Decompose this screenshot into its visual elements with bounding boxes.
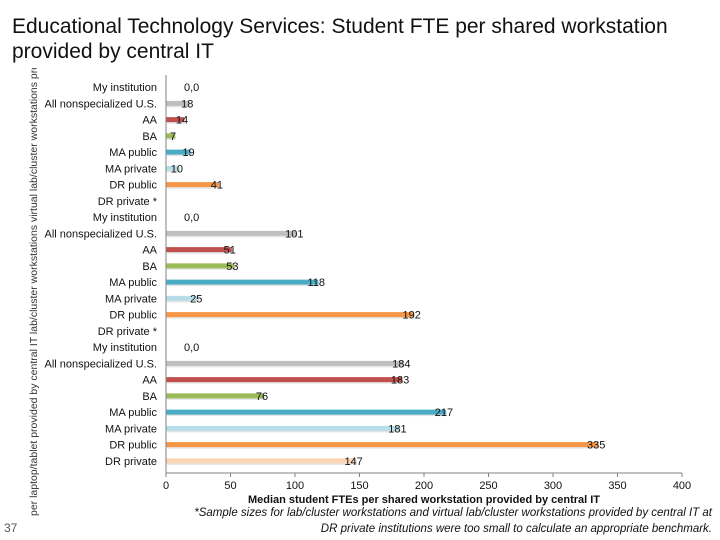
category-label: AA: [142, 375, 157, 387]
x-tick-label: 400: [673, 480, 691, 492]
data-label: 7: [170, 131, 176, 143]
data-label: 183: [391, 375, 409, 387]
bar-3-2: [166, 360, 404, 366]
bar-3-3: [166, 377, 403, 383]
bar-1-6: [166, 165, 179, 171]
bar-3-8: [166, 458, 356, 464]
data-label: 0,0: [184, 82, 199, 94]
data-label: 76: [256, 391, 268, 403]
category-label: DR private *: [98, 196, 158, 208]
bar-2-6: [166, 295, 199, 301]
data-label: 181: [388, 423, 406, 435]
x-tick-label: 50: [224, 480, 236, 492]
data-label: 19: [182, 147, 194, 159]
data-label: 10: [171, 163, 183, 175]
category-label: BA: [142, 131, 157, 143]
data-label: 184: [392, 358, 410, 370]
bar-3-7: [166, 442, 599, 448]
data-label: 147: [344, 456, 362, 468]
data-label: 51: [224, 245, 236, 257]
data-label: 25: [190, 293, 202, 305]
bar-1-4: [166, 133, 176, 139]
data-label: 0,0: [184, 212, 199, 224]
bar-2-4: [166, 263, 235, 269]
x-axis-title: Median student FTEs per shared workstati…: [248, 494, 600, 506]
x-tick-label: 100: [286, 480, 304, 492]
bar-2-7: [166, 312, 414, 318]
category-label: AA: [142, 115, 157, 127]
data-label: 192: [403, 310, 421, 322]
x-tick-label: 300: [544, 480, 562, 492]
footnote: *Sample sizes for lab/cluster workstatio…: [186, 505, 712, 537]
slide-number: 37: [4, 521, 18, 535]
category-label: All nonspecialized U.S.: [44, 358, 157, 370]
category-label: DR public: [109, 440, 157, 452]
category-label: MA private: [105, 423, 157, 435]
bar-2-5: [166, 279, 319, 285]
bar-1-5: [166, 149, 191, 155]
bar-2-3: [166, 247, 232, 253]
data-label: 101: [285, 228, 303, 240]
bar-3-4: [166, 393, 265, 399]
x-tick-label: 200: [415, 480, 433, 492]
data-label: 18: [181, 98, 193, 110]
data-label: 14: [176, 115, 188, 127]
bar-1-3: [166, 117, 185, 123]
data-label: 41: [211, 180, 223, 192]
category-label: DR private *: [98, 326, 158, 338]
category-label: My institution: [93, 212, 157, 224]
chart-title: Educational Technology Services: Student…: [12, 15, 668, 63]
category-label: BA: [142, 391, 157, 403]
category-label: All nonspecialized U.S.: [44, 228, 157, 240]
category-label: My institution: [93, 342, 157, 354]
x-tick-label: 0: [163, 480, 169, 492]
category-label: All nonspecialized U.S.: [44, 98, 157, 110]
data-label: 53: [226, 261, 238, 273]
footnote-line-2: DR private institutions were too small t…: [320, 523, 712, 535]
bar-3-6: [166, 425, 400, 431]
category-label: My institution: [93, 82, 157, 94]
x-tick-label: 150: [350, 480, 368, 492]
category-label: DR public: [109, 310, 157, 322]
data-label: 217: [435, 407, 453, 419]
x-tick-label: 250: [479, 480, 497, 492]
category-label: MA public: [109, 407, 157, 419]
x-tick-label: 350: [608, 480, 626, 492]
category-label: BA: [142, 261, 157, 273]
category-label: DR public: [109, 180, 157, 192]
category-label: DR private: [105, 456, 157, 468]
footnote-line-1: *Sample sizes for lab/cluster workstatio…: [194, 507, 712, 519]
data-label: 118: [307, 277, 325, 289]
category-label: MA private: [105, 293, 157, 305]
category-label: MA public: [109, 277, 157, 289]
bar-1-7: [166, 182, 219, 188]
data-label: 0,0: [184, 342, 199, 354]
category-label: MA public: [109, 147, 157, 159]
data-label: 335: [587, 440, 605, 452]
category-label: MA private: [105, 163, 157, 175]
bar-1-2: [166, 100, 190, 106]
bar-2-2: [166, 230, 297, 236]
category-label: AA: [142, 245, 157, 257]
bar-3-5: [166, 409, 446, 415]
